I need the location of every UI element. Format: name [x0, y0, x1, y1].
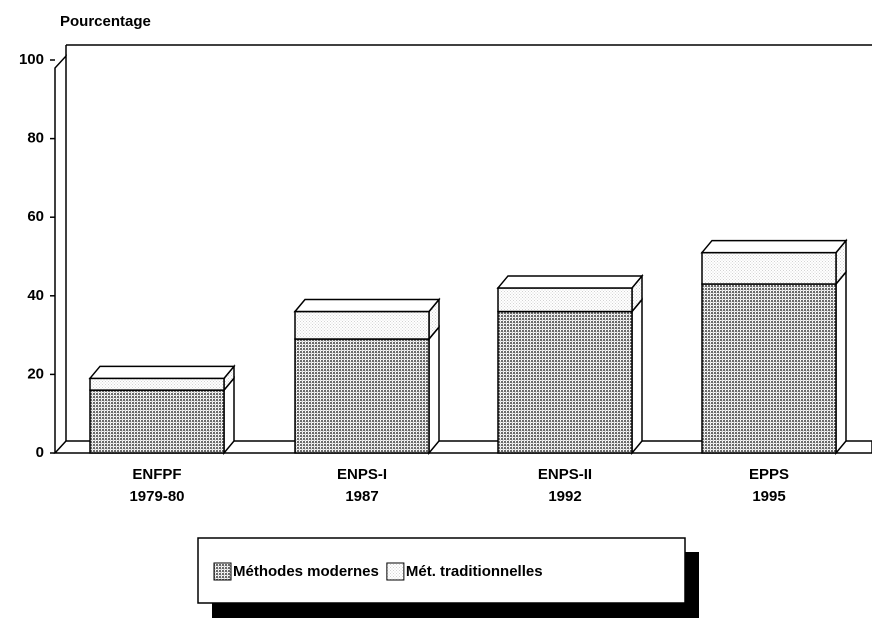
bar-side: [428, 324, 440, 456]
bar-top: [88, 365, 236, 380]
bar-top: [496, 275, 644, 289]
y-tick-label: 80: [27, 130, 44, 147]
bar-segment: [294, 338, 430, 454]
y-tick-label: 60: [27, 208, 44, 225]
bar-top: [700, 239, 848, 254]
x-tick-label: 1995: [752, 488, 785, 505]
legend-box: [197, 537, 686, 604]
x-tick-label: 1979-80: [129, 488, 184, 505]
legend-label: Méthodes modernes: [233, 563, 379, 580]
y-tick-label: 100: [19, 51, 44, 68]
bar-side: [631, 297, 643, 456]
x-tick-label: 1987: [345, 488, 378, 505]
legend-swatch: [213, 562, 232, 581]
left-wall: [54, 54, 67, 453]
y-tick-label: 0: [36, 444, 44, 461]
legend-swatch: [386, 562, 405, 581]
x-tick-label: ENPS-I: [337, 466, 387, 483]
x-tick-label: EPPS: [749, 466, 789, 483]
bar-side: [835, 269, 847, 456]
bar-segment: [701, 251, 837, 285]
bar-top: [293, 298, 441, 313]
x-tick-label: ENPS-II: [538, 466, 592, 483]
x-tick-label: ENFPF: [132, 466, 181, 483]
bar-segment: [89, 389, 225, 454]
bar-segment: [89, 377, 225, 391]
bar-segment: [294, 310, 430, 340]
bar-segment: [701, 283, 837, 454]
x-tick-label: 1992: [548, 488, 581, 505]
y-axis-label: Pourcentage: [60, 13, 151, 30]
y-tick-label: 20: [27, 365, 44, 382]
bar-segment: [497, 310, 633, 454]
legend-label: Mét. traditionnelles: [406, 563, 543, 580]
y-tick-label: 40: [27, 287, 44, 304]
bar-segment: [497, 287, 633, 313]
